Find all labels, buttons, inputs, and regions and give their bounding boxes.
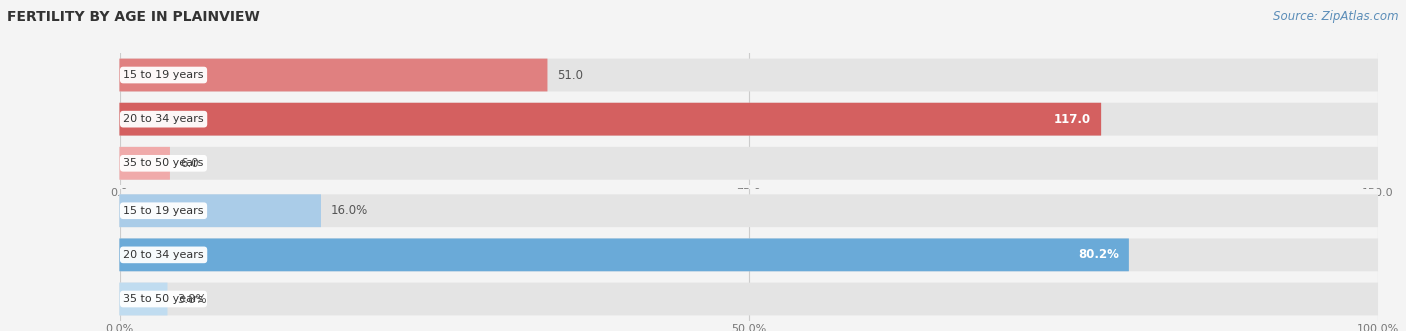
FancyBboxPatch shape [120, 283, 1378, 315]
FancyBboxPatch shape [120, 238, 1378, 271]
FancyBboxPatch shape [120, 103, 1101, 136]
Text: 35 to 50 years: 35 to 50 years [124, 294, 204, 304]
Text: 3.8%: 3.8% [177, 293, 207, 306]
Text: 16.0%: 16.0% [330, 204, 368, 217]
Text: 15 to 19 years: 15 to 19 years [124, 206, 204, 216]
Text: 117.0: 117.0 [1054, 113, 1091, 126]
FancyBboxPatch shape [120, 147, 170, 180]
FancyBboxPatch shape [120, 283, 167, 315]
Text: 15 to 19 years: 15 to 19 years [124, 70, 204, 80]
FancyBboxPatch shape [120, 59, 547, 91]
Text: Source: ZipAtlas.com: Source: ZipAtlas.com [1274, 10, 1399, 23]
Text: FERTILITY BY AGE IN PLAINVIEW: FERTILITY BY AGE IN PLAINVIEW [7, 10, 260, 24]
FancyBboxPatch shape [120, 238, 1129, 271]
FancyBboxPatch shape [120, 194, 321, 227]
FancyBboxPatch shape [120, 147, 1378, 180]
FancyBboxPatch shape [120, 59, 1378, 91]
Text: 6.0: 6.0 [180, 157, 198, 170]
Text: 20 to 34 years: 20 to 34 years [124, 114, 204, 124]
Text: 51.0: 51.0 [557, 69, 583, 81]
Text: 20 to 34 years: 20 to 34 years [124, 250, 204, 260]
Text: 80.2%: 80.2% [1078, 248, 1119, 261]
FancyBboxPatch shape [120, 194, 1378, 227]
FancyBboxPatch shape [120, 103, 1378, 136]
Text: 35 to 50 years: 35 to 50 years [124, 158, 204, 168]
